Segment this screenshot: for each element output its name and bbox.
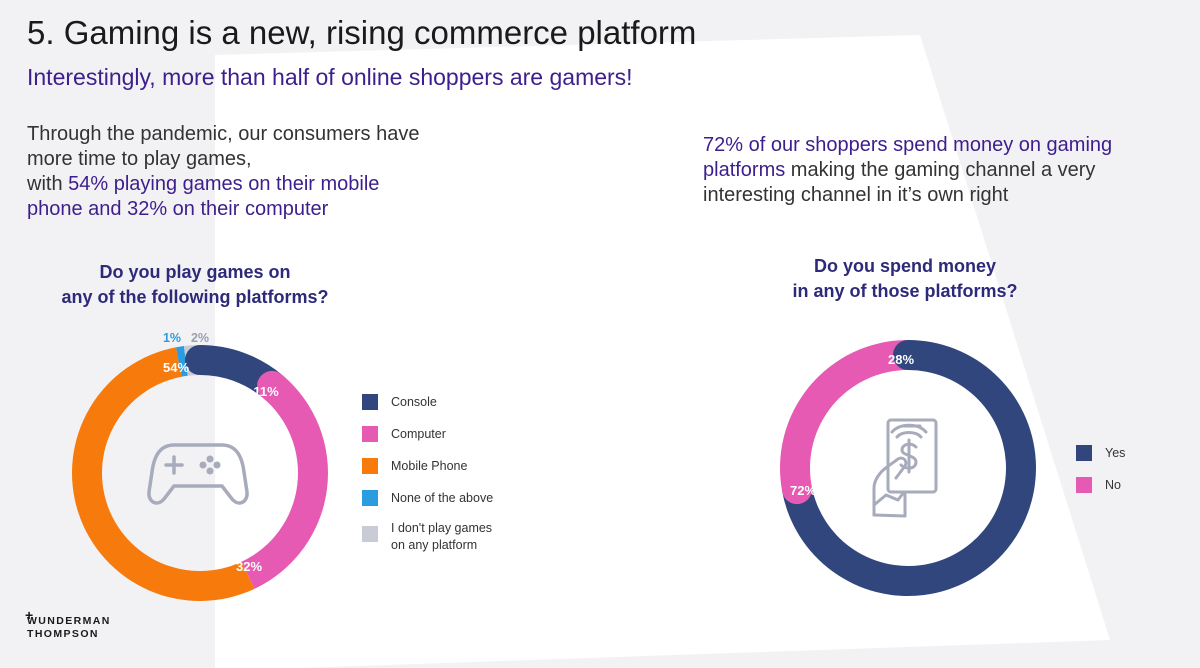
legend-label-mobile: Mobile Phone [391,459,468,473]
chart-left-title-line1: Do you play games on [99,262,291,282]
left-line-3-highlight: 54% playing games on their mobile [68,173,380,195]
chart-left-title: Do you play games on any of the followin… [20,260,370,310]
chart-right-title-line1: Do you spend money [813,256,997,276]
legend-item-mobile: Mobile Phone [362,458,467,475]
chart-right-title: Do you spend money in any of those platf… [740,254,1070,304]
legend-item-no-games: I don't play games on any platform [362,520,492,554]
legend-label-no: No [1105,478,1121,492]
legend-swatch-computer [362,426,378,442]
left-line-4-highlight: phone and 32% on their computer [27,198,329,220]
legend-swatch-yes [1076,445,1092,461]
page-title: 5. Gaming is a new, rising commerce plat… [27,14,697,51]
chart-right-title-line2: in any of those platforms? [792,281,1018,301]
right-line-2: platforms making the gaming channel a ve… [703,158,1183,183]
legend-item-no: No [1076,477,1121,494]
page-subtitle: Interestingly, more than half of online … [27,64,633,90]
right-line-2-plain: making the gaming channel a very [785,159,1096,181]
legend-swatch-console [362,394,378,410]
brand-logo: + WUNDERMAN THOMPSON [25,608,111,641]
legend-label-no-games: I don't play games on any platform [391,521,493,552]
legend-item-none: None of the above [362,490,493,507]
logo-line1: WUNDERMAN [27,615,111,627]
legend-item-yes: Yes [1076,445,1125,462]
left-line-3: with 54% playing games on their mobile [27,172,507,197]
right-line-1-highlight: 72% of our shoppers spend money on gamin… [703,134,1113,156]
right-line-3: interesting channel in it’s own right [703,184,1009,206]
chart-left-title-line2: any of the following platforms? [61,287,329,307]
right-description: 72% of our shoppers spend money on gamin… [703,133,1183,208]
legend-swatch-none [362,490,378,506]
legend-swatch-no-games [362,526,378,542]
legend-label-yes: Yes [1105,446,1126,460]
logo-line2: THOMPSON [27,628,99,640]
legend-label-computer: Computer [391,427,446,441]
logo-plus: + [25,607,35,623]
left-line-2: more time to play games, [27,148,252,170]
legend-swatch-no [1076,477,1092,493]
legend-label-console: Console [391,395,437,409]
left-line-3-plain: with [27,173,69,195]
left-line-1: Through the pandemic, our consumers have [27,123,420,145]
left-description: Through the pandemic, our consumers have… [27,122,507,222]
legend-swatch-mobile [362,458,378,474]
legend-item-console: Console [362,394,437,411]
legend-label-none: None of the above [391,491,494,505]
right-line-2-highlight: platforms [703,159,786,181]
legend-item-computer: Computer [362,426,446,443]
